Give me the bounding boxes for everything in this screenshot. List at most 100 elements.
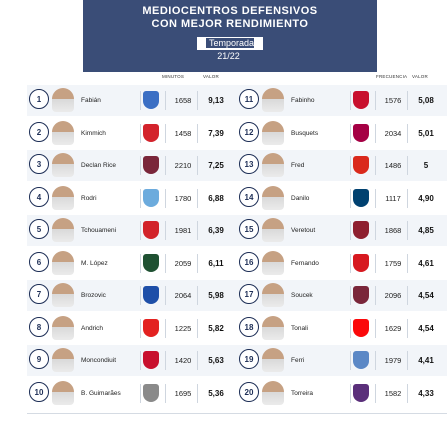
club-crest-icon bbox=[143, 188, 159, 207]
minutes-value: 1576 bbox=[384, 96, 402, 105]
club-crest-icon bbox=[143, 221, 159, 239]
rank-number: 7 bbox=[29, 284, 49, 304]
minutes-value: 1486 bbox=[384, 161, 402, 170]
column-separator bbox=[350, 188, 351, 208]
rank-number: 4 bbox=[29, 186, 49, 207]
player-photo bbox=[262, 185, 284, 210]
minutes-value: 2059 bbox=[174, 258, 192, 268]
player-name: Soucek bbox=[291, 292, 313, 299]
rating-value: 4,54 bbox=[418, 291, 434, 300]
player-row: 13 Fred 1486 5 bbox=[237, 150, 447, 181]
player-photo bbox=[52, 88, 74, 112]
rank-number: 20 bbox=[239, 381, 259, 402]
rating-value: 4,61 bbox=[418, 258, 434, 268]
column-separator bbox=[197, 221, 198, 240]
rank-number: 17 bbox=[239, 284, 259, 304]
column-separator bbox=[197, 351, 198, 370]
minutes-value: 1582 bbox=[384, 388, 402, 398]
player-name: M. López bbox=[81, 259, 108, 267]
player-name: Andrich bbox=[81, 324, 104, 332]
column-separator bbox=[165, 318, 166, 338]
value-header-right: VALOR bbox=[412, 74, 428, 79]
player-row: 20 Torreira 1582 4,33 bbox=[237, 378, 447, 409]
player-row: 12 Busquets 2034 5,01 bbox=[237, 118, 447, 149]
column-separator bbox=[407, 91, 408, 110]
club-crest-icon bbox=[353, 221, 369, 239]
frequency-header-right: FRECUENCIA bbox=[376, 74, 408, 79]
club-crest-icon bbox=[143, 383, 159, 402]
column-separator bbox=[197, 318, 198, 338]
minutes-value: 2034 bbox=[384, 128, 402, 138]
rank-number: 6 bbox=[29, 251, 49, 272]
player-name: Busquets bbox=[291, 129, 319, 137]
column-separator bbox=[197, 286, 198, 305]
player-row: 16 Fernando 1759 4,61 bbox=[237, 248, 447, 279]
club-crest-icon bbox=[143, 156, 159, 174]
player-row: 7 Brozovic 2064 5,98 bbox=[27, 280, 237, 311]
player-photo bbox=[52, 218, 74, 242]
player-row: 4 Rodri 1780 6,88 bbox=[27, 183, 237, 214]
minutes-value: 1420 bbox=[174, 356, 192, 365]
player-name: Tonali bbox=[291, 324, 308, 332]
title-line-2: CON MEJOR RENDIMIENTO bbox=[151, 18, 309, 30]
player-photo bbox=[52, 185, 74, 210]
minutes-value: 1658 bbox=[174, 96, 192, 105]
minutes-value: 1868 bbox=[384, 226, 402, 235]
club-crest-icon bbox=[143, 318, 159, 337]
player-photo bbox=[52, 153, 74, 177]
column-separator bbox=[197, 91, 198, 110]
column-separator bbox=[350, 253, 351, 273]
season-label: Temporada 21/22 bbox=[197, 37, 263, 61]
rating-value: 6,11 bbox=[208, 258, 224, 268]
rank-number: 19 bbox=[239, 349, 259, 369]
player-name: Tchouameni bbox=[81, 227, 117, 234]
column-separator bbox=[165, 188, 166, 208]
column-separator bbox=[407, 188, 408, 208]
player-name: Rodri bbox=[81, 194, 97, 202]
value-header-left: VALOR bbox=[203, 74, 219, 79]
player-photo bbox=[52, 380, 74, 405]
player-photo bbox=[52, 250, 74, 275]
column-separator bbox=[140, 383, 141, 403]
column-separator bbox=[350, 383, 351, 403]
minutes-value: 1117 bbox=[385, 193, 401, 203]
rank-number: 3 bbox=[29, 154, 49, 174]
rank-number: 13 bbox=[239, 154, 259, 174]
rating-value: 7,25 bbox=[208, 161, 224, 170]
club-crest-icon bbox=[353, 383, 369, 402]
column-separator bbox=[197, 188, 198, 208]
column-separator bbox=[350, 123, 351, 143]
minutes-value: 1759 bbox=[384, 258, 402, 268]
column-separator bbox=[165, 156, 166, 175]
club-crest-icon bbox=[353, 188, 369, 207]
column-separator bbox=[350, 351, 351, 370]
minutes-value: 1629 bbox=[384, 323, 402, 333]
player-row: 3 Declan Rice 2210 7,25 bbox=[27, 150, 237, 181]
minutes-value: 1979 bbox=[384, 356, 402, 365]
rating-value: 5 bbox=[423, 161, 429, 170]
rating-value: 5,08 bbox=[418, 96, 434, 105]
player-name: Danilo bbox=[291, 194, 310, 202]
column-separator bbox=[140, 156, 141, 175]
player-row: 17 Soucek 2096 4,54 bbox=[237, 280, 447, 311]
column-separator bbox=[350, 91, 351, 110]
column-separator bbox=[140, 221, 141, 240]
rank-number: 16 bbox=[239, 251, 259, 272]
club-crest-icon bbox=[353, 351, 369, 369]
column-separator bbox=[165, 253, 166, 273]
column-separator bbox=[197, 383, 198, 403]
player-photo bbox=[262, 380, 284, 405]
minutes-header-left: MINUTOS bbox=[162, 74, 185, 79]
column-separator bbox=[375, 383, 376, 403]
column-separator bbox=[375, 286, 376, 305]
rank-number: 8 bbox=[29, 316, 49, 337]
player-name: Kimmich bbox=[81, 129, 106, 137]
column-separator bbox=[165, 221, 166, 240]
player-row: 11 Fabinho 1576 5,08 bbox=[237, 85, 447, 116]
player-name: Veretout bbox=[291, 227, 316, 234]
player-row: 14 Danilo 1117 4,90 bbox=[237, 183, 447, 214]
column-separator bbox=[407, 221, 408, 240]
minutes-value: 1780 bbox=[174, 193, 192, 203]
club-crest-icon bbox=[353, 286, 369, 304]
column-separator bbox=[407, 351, 408, 370]
